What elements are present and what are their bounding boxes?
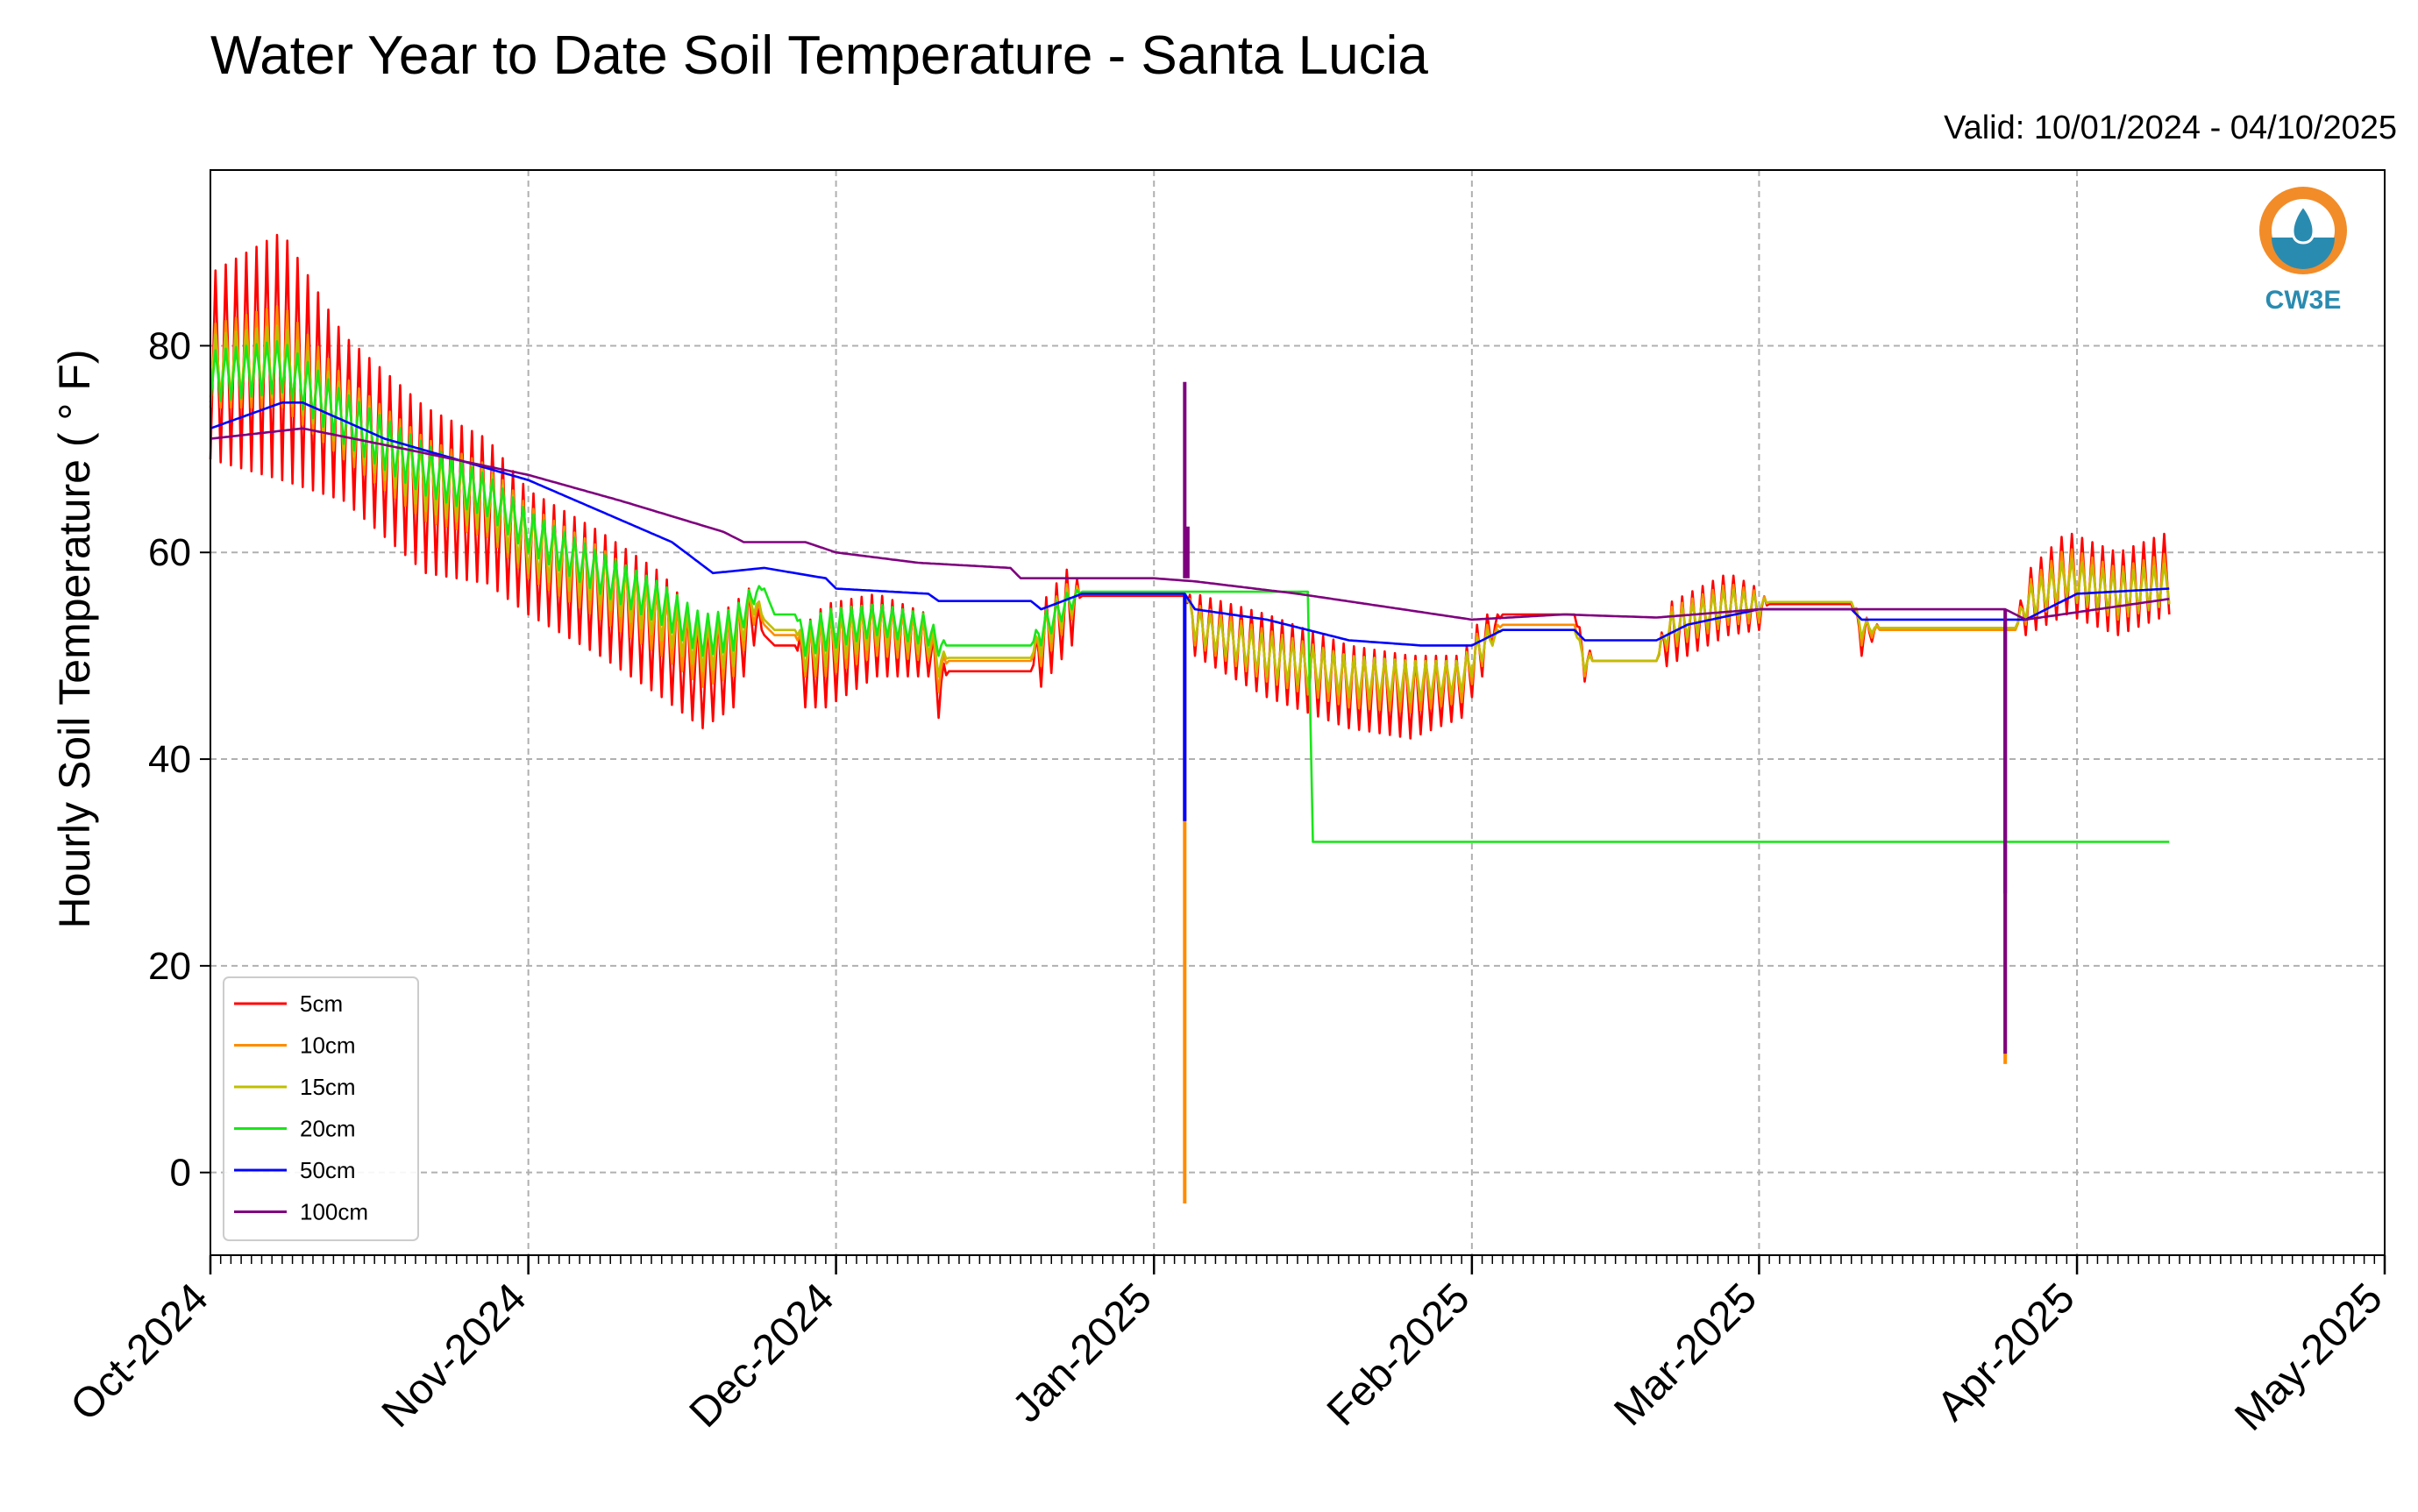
y-tick-label: 60 xyxy=(148,531,191,574)
y-tick-label: 20 xyxy=(148,945,191,988)
legend-label-100cm: 100cm xyxy=(300,1199,368,1225)
axes: 0 20 40 60 80 Oct-2024 Nov-2024 Dec-2024 Jan-202… xyxy=(62,169,2392,1440)
y-tick-label: 80 xyxy=(148,324,191,367)
x-tick-label: Feb-2025 xyxy=(1319,1274,1479,1435)
series-line-20cm xyxy=(209,340,2170,843)
x-tick-label: Nov-2024 xyxy=(373,1274,536,1437)
logo-wave xyxy=(2272,238,2335,269)
x-tick-label: May-2025 xyxy=(2226,1274,2391,1439)
legend-label-15cm: 15cm xyxy=(300,1074,356,1100)
series-lines xyxy=(209,233,2171,1204)
cw3e-logo: CW3E xyxy=(2259,187,2347,315)
y-tick-label: 40 xyxy=(148,738,191,781)
x-tick-label: Dec-2024 xyxy=(681,1274,843,1437)
x-tick-label: Mar-2025 xyxy=(1605,1274,1766,1435)
legend-label-5cm: 5cm xyxy=(300,990,343,1017)
series-line-15cm xyxy=(209,324,2171,704)
gridlines xyxy=(210,170,2386,1255)
x-tick-label: Oct-2024 xyxy=(62,1274,217,1430)
legend: 5cm 10cm 15cm 20cm 50cm 100cm xyxy=(223,976,419,1241)
legend-label-10cm: 10cm xyxy=(300,1033,356,1059)
x-tick-label: Apr-2025 xyxy=(1929,1274,2084,1430)
legend-label-20cm: 20cm xyxy=(300,1116,356,1142)
series-line-5cm xyxy=(209,233,2171,740)
legend-label-50cm: 50cm xyxy=(300,1157,356,1183)
plot-frame xyxy=(210,169,2386,1256)
water-drop-icon xyxy=(2291,203,2315,245)
x-tick-label: Jan-2025 xyxy=(1004,1274,1161,1431)
valid-date-range: Valid: 10/01/2024 - 04/10/2025 xyxy=(1944,110,2397,146)
series-line-100cm xyxy=(210,427,2170,621)
chart-title: Water Year to Date Soil Temperature - Sa… xyxy=(210,25,1428,86)
legend-box xyxy=(223,976,419,1241)
y-tick-label: 0 xyxy=(170,1152,191,1195)
logo-text: CW3E xyxy=(2265,286,2342,315)
